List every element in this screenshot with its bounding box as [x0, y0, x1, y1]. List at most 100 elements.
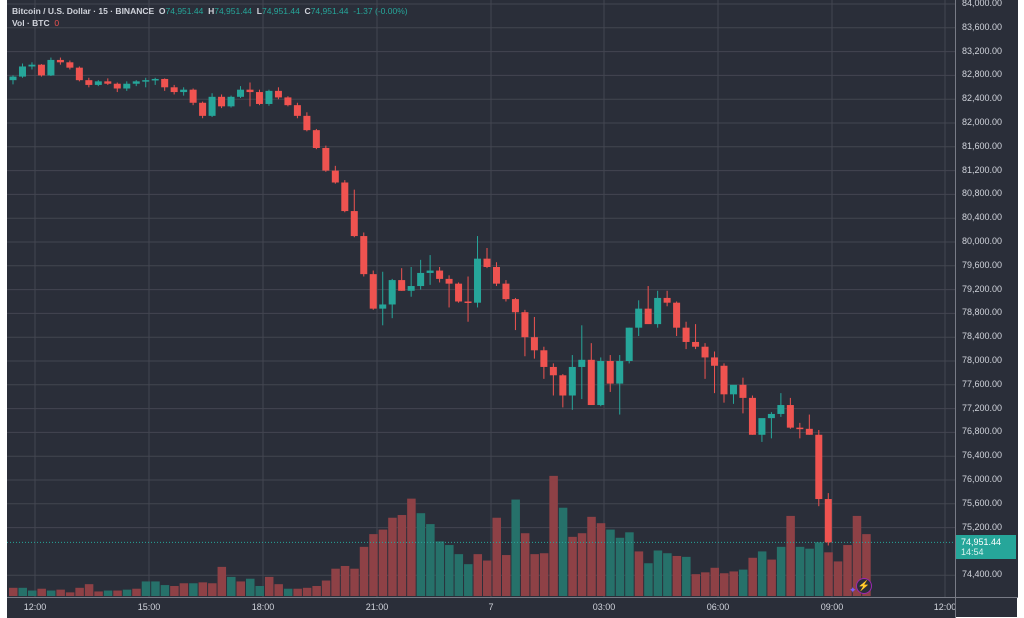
candle — [815, 434, 823, 500]
volume-bar — [483, 560, 492, 596]
open-value: 74,951.44 — [165, 6, 204, 16]
candle — [56, 59, 64, 63]
price-tick-label: 81,200.00 — [962, 164, 1003, 175]
candle — [682, 327, 690, 342]
volume-bar — [27, 590, 37, 596]
candle — [398, 280, 406, 291]
candle — [227, 96, 235, 107]
volume-bar — [606, 529, 615, 596]
volume-bar — [369, 534, 378, 596]
candle — [625, 327, 633, 361]
candle — [824, 499, 832, 543]
candle — [379, 304, 387, 309]
volume-bar — [350, 568, 359, 596]
volume-bar — [738, 569, 748, 596]
candle — [692, 341, 700, 347]
candle — [284, 97, 292, 106]
volume-bar — [776, 546, 786, 596]
candle — [180, 89, 188, 93]
price-tick-label: 83,200.00 — [962, 45, 1003, 56]
candle — [474, 258, 482, 303]
volume-bar — [814, 542, 824, 596]
candle — [237, 89, 245, 97]
volume-bar — [663, 553, 672, 596]
lightning-icon[interactable]: ⚡ — [856, 578, 872, 594]
chart-legend: Bitcoin / U.S. Dollar · 15 · BINANCE O74… — [12, 5, 408, 29]
candle — [170, 87, 178, 93]
volume-bar — [312, 585, 321, 596]
candle — [66, 62, 74, 68]
volume-bar — [227, 576, 236, 596]
volume-bar — [103, 590, 113, 596]
candle — [85, 80, 93, 85]
axis-corner — [955, 597, 1018, 618]
candle — [464, 301, 472, 303]
price-tick-label: 78,400.00 — [962, 331, 1003, 342]
candle — [208, 96, 216, 116]
candle — [436, 270, 444, 279]
candle — [218, 96, 226, 107]
volume-bar — [511, 499, 520, 596]
high-value: 74,951.44 — [214, 6, 253, 16]
candle — [635, 308, 643, 328]
candle — [530, 337, 538, 351]
candle — [417, 272, 425, 287]
volume-bar — [805, 548, 814, 596]
price-tick-label: 76,000.00 — [962, 474, 1003, 484]
price-tick-label: 82,000.00 — [962, 117, 1003, 127]
volume-bar — [644, 563, 653, 596]
time-axis[interactable]: 12:00 15:00 18:00 21:00 7 03:00 06:00 09:00 12:0… — [7, 597, 956, 618]
candle — [303, 115, 311, 131]
volume-bar — [416, 513, 426, 596]
volume-bar — [65, 592, 75, 596]
volume-bar — [122, 589, 132, 596]
volume-bar — [748, 557, 757, 596]
candle — [701, 346, 709, 358]
volume-bar — [824, 552, 833, 596]
candle — [341, 182, 349, 212]
candle — [568, 366, 576, 396]
candle — [786, 405, 794, 428]
candle — [720, 365, 728, 395]
volume-bar — [37, 588, 46, 596]
candle — [540, 350, 548, 367]
symbol-title[interactable]: Bitcoin / U.S. Dollar · 15 · BINANCE — [12, 6, 155, 16]
candle — [94, 81, 102, 85]
price-tick-label: 83,600.00 — [962, 21, 1003, 32]
price-axis[interactable]: 84,000.00 83,600.00 83,200.00 82,800.00 82,4… — [955, 0, 1018, 597]
volume-bar — [539, 553, 549, 596]
candle — [113, 83, 121, 89]
volume-bar — [331, 568, 340, 596]
candle — [492, 266, 500, 284]
volume-bar — [464, 564, 473, 596]
candle — [578, 359, 586, 367]
volume-title[interactable]: Vol · BTC — [12, 18, 50, 28]
volume-bar — [388, 517, 397, 596]
volume-bar — [407, 498, 416, 596]
volume-bar — [568, 536, 577, 596]
volume-bar — [795, 546, 805, 596]
price-tick-label: 80,800.00 — [962, 188, 1003, 199]
volume-bar — [302, 587, 312, 596]
volume-bar — [701, 572, 710, 596]
candle — [369, 274, 377, 309]
volume-bar — [653, 550, 663, 596]
candle — [37, 64, 45, 76]
candle — [9, 76, 17, 81]
volume-bar — [473, 554, 483, 596]
price-plot[interactable] — [7, 0, 955, 597]
sparkle-icon: ✦ — [849, 585, 857, 595]
volume-bar — [75, 587, 84, 596]
volume-bar — [246, 578, 255, 596]
price-tick-label: 75,200.00 — [962, 521, 1003, 532]
volume-bar — [530, 554, 539, 596]
volume-bar — [160, 585, 170, 596]
last-price-value: 74,951.44 — [961, 537, 1002, 548]
chart-container[interactable]: Bitcoin / U.S. Dollar · 15 · BINANCE O74… — [7, 0, 1018, 618]
candle — [748, 397, 756, 435]
candle — [616, 361, 624, 384]
volume-bar — [46, 590, 56, 596]
candle — [777, 405, 785, 414]
volume-bar — [672, 555, 682, 596]
volume-bar — [720, 573, 729, 596]
